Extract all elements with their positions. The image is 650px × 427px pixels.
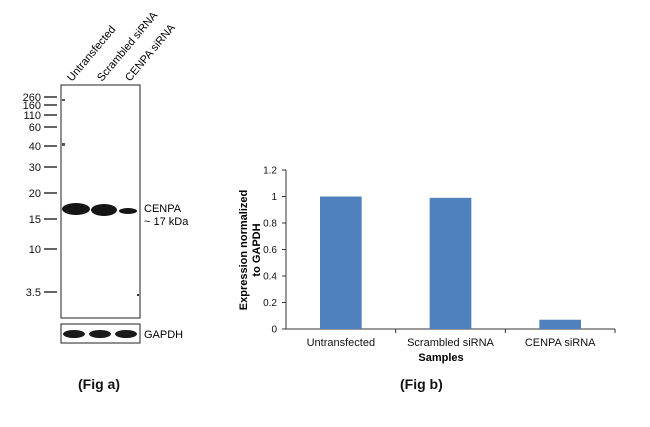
gapdh-label: GAPDH: [144, 329, 183, 341]
bar: [539, 319, 582, 329]
y-tick-label: 1.2: [263, 166, 277, 177]
mw-label: 260: [23, 92, 41, 104]
mw-label: 110: [23, 110, 41, 122]
blot-membrane: [60, 84, 141, 319]
mw-label: 15: [29, 214, 41, 226]
gapdh-band: [115, 330, 137, 338]
mw-label: 3.5: [26, 287, 41, 299]
blot-dot: [137, 294, 139, 296]
gapdh-band: [63, 330, 85, 338]
x-tick-label: CENPA siRNA: [525, 337, 596, 349]
mw-label: 40: [29, 141, 41, 153]
mw-ladder: 260 160 110 60 40 30 20 15 10 3.5: [23, 92, 57, 299]
x-axis-title: Samples: [418, 352, 463, 364]
bar: [429, 197, 472, 329]
fig-b-caption: (Fig b): [400, 376, 443, 392]
gapdh-band: [89, 330, 111, 338]
mw-label: 30: [29, 162, 41, 174]
y-tick-label: 0.8: [263, 219, 277, 230]
y-tick-label: 1: [271, 192, 277, 203]
y-tick-label: 0.6: [263, 245, 277, 256]
blot-band: [91, 204, 117, 216]
mw-label: 160: [23, 100, 41, 112]
mw-label: 10: [29, 244, 41, 256]
x-tick-label: Scrambled siRNA: [407, 337, 494, 349]
y-tick-label: 0: [271, 325, 277, 336]
y-tick-label: 0.4: [263, 272, 277, 283]
blot-band: [62, 203, 90, 215]
fig-a-caption: (Fig a): [78, 376, 120, 392]
cenpa-bands: [62, 203, 137, 216]
y-axis-title: Expression normalizedto GAPDH: [238, 190, 263, 310]
x-tick-label: Untransfected: [307, 337, 375, 349]
band-size-label: ~ 17 kDa: [144, 216, 189, 228]
mw-label: 20: [29, 188, 41, 200]
ladder-marks: [62, 99, 65, 146]
y-tick-label: 0.2: [263, 298, 277, 309]
bar: [319, 196, 362, 329]
blot-band: [119, 208, 137, 214]
chart-plot-area: 0 0.2 0.4 0.6 0.8 1 1.2 Untransfected Scrambled …: [263, 166, 616, 349]
gapdh-bands: [63, 330, 137, 338]
mw-label: 60: [29, 122, 41, 134]
band-label: CENPA: [144, 203, 182, 215]
